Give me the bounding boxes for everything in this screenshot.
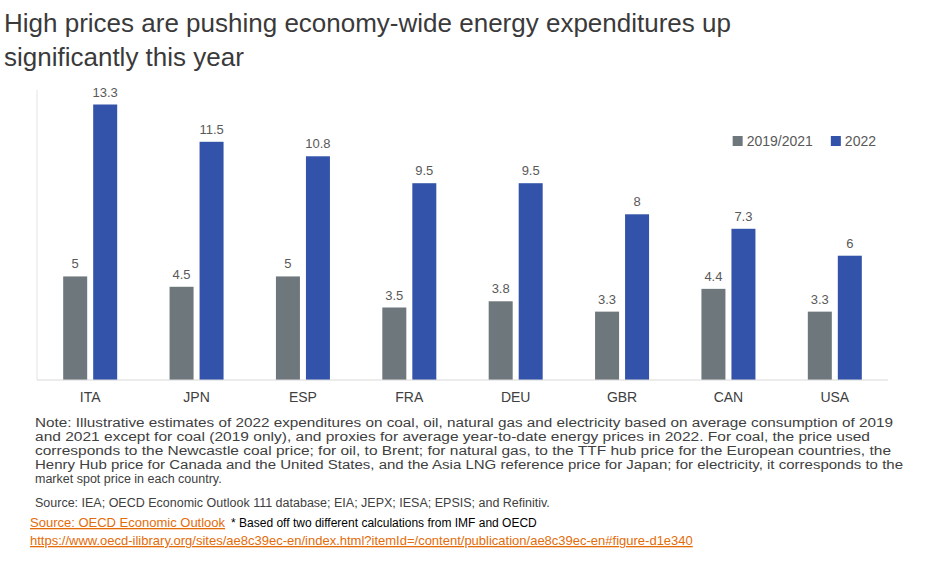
chart-title: significantly this year <box>4 42 244 72</box>
x-tick-label: ESP <box>289 389 317 405</box>
data-label: 3.3 <box>598 292 616 307</box>
x-tick-label: USA <box>820 389 849 405</box>
legend-label: 2019/2021 <box>747 133 813 149</box>
legend: 2019/2021 2022 <box>733 133 877 149</box>
bar <box>382 308 406 381</box>
chart-title: High prices are pushing economy-wide ene… <box>4 8 731 38</box>
bar <box>63 276 87 380</box>
data-label: 6 <box>846 236 853 251</box>
note-line: Henry Hub price for Canada and the Unite… <box>35 458 903 472</box>
bar <box>838 256 862 380</box>
data-label: 13.3 <box>93 85 118 100</box>
data-label: 3.8 <box>492 281 510 296</box>
source: Source: IEA; OECD Economic Outlook 111 d… <box>35 496 550 510</box>
note-line: corresponds to the Newcastle coal price;… <box>35 444 891 458</box>
bar <box>808 312 832 380</box>
bar <box>306 156 330 380</box>
bar <box>93 105 117 381</box>
data-label: 5 <box>284 256 291 271</box>
x-tick-label: ITA <box>80 389 101 405</box>
bar <box>489 301 513 380</box>
url-link[interactable]: https://www.oecd-ilibrary.org/sites/ae8c… <box>30 533 693 548</box>
bar <box>625 214 649 380</box>
x-tick-label: DEU <box>501 389 531 405</box>
bar <box>519 183 543 380</box>
data-label: 3.5 <box>385 288 403 303</box>
x-axis <box>37 380 888 381</box>
chart: High prices are pushing economy-wide ene… <box>0 0 937 561</box>
data-label: 9.5 <box>522 163 540 178</box>
x-tick-label: CAN <box>714 389 744 405</box>
footnote: * Based off two different calculations f… <box>231 516 537 530</box>
data-label: 7.3 <box>734 209 752 224</box>
y-axis <box>37 90 38 380</box>
bar <box>276 276 300 380</box>
data-label: 10.8 <box>305 136 330 151</box>
note-line: Note: Illustrative estimates of 2022 exp… <box>35 416 893 430</box>
source-link[interactable]: Source: OECD Economic Outlook <box>30 515 226 530</box>
x-tick-label: GBR <box>607 389 637 405</box>
note-line: market spot price in each country. <box>35 472 222 486</box>
data-label: 5 <box>72 256 79 271</box>
bar <box>200 142 224 380</box>
bar <box>701 289 725 380</box>
bar <box>412 183 436 380</box>
bars <box>63 105 862 381</box>
data-label: 4.4 <box>704 269 722 284</box>
x-tick-label: FRA <box>395 389 424 405</box>
legend-swatch <box>733 136 743 146</box>
legend-swatch <box>831 136 841 146</box>
data-label: 3.3 <box>811 292 829 307</box>
data-label: 8 <box>633 194 640 209</box>
bar <box>170 287 194 380</box>
legend-label: 2022 <box>845 133 876 149</box>
data-label: 9.5 <box>415 163 433 178</box>
note-line: and 2021 except for coal (2019 only), an… <box>35 430 870 444</box>
data-label: 4.5 <box>173 267 191 282</box>
data-label: 11.5 <box>199 122 223 137</box>
bar <box>731 229 755 380</box>
bar <box>595 312 619 380</box>
data-labels: 5 4.5 5 3.5 3.8 3.3 4.4 3.3 13.3 11.5 10.8 9.5 9.5 8 7… <box>72 85 854 307</box>
x-tick-label: JPN <box>183 389 209 405</box>
